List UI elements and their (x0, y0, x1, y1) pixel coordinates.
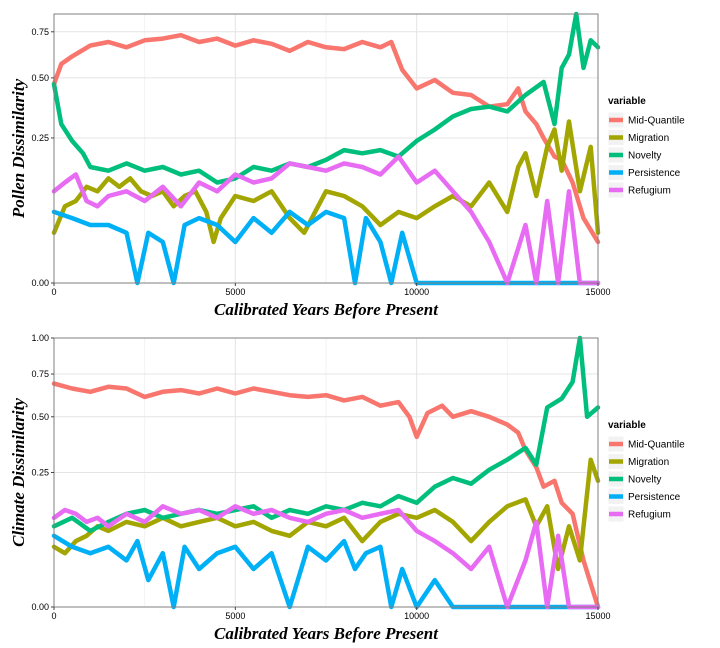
climate-legend-item-refugium: Refugium (607, 505, 671, 523)
pollen-legend-label-refugium: Refugium (628, 186, 671, 197)
pollen-x-tick-label: 10000 (404, 287, 429, 297)
climate-series-refugium (51, 504, 601, 610)
pollen-x-tick-label: 5000 (225, 287, 245, 297)
climate-series-mid-quantile (51, 381, 601, 610)
climate-legend-label-refugium: Refugium (628, 510, 671, 521)
climate-series-persistence (51, 533, 601, 610)
pollen-legend-item-migration: Migration (607, 129, 669, 146)
pollen-x-axis-label: Calibrated Years Before Present (214, 300, 439, 319)
climate-y-tick-label: 0.25 (31, 468, 49, 478)
pollen-y-axis-label: Pollen Dissimilarity (9, 78, 28, 219)
climate-x-tick-label: 5000 (225, 611, 245, 621)
climate-legend-item-persistence: Persistence (607, 488, 681, 505)
pollen-chart: 0 5000 10000 15000 0.00 0.25 0.50 0.75 Calibrate… (9, 11, 685, 319)
pollen-plot-frame (53, 13, 599, 284)
pollen-legend-item-persistence: Persistence (607, 164, 681, 181)
pollen-legend-item-novelty: Novelty (607, 146, 661, 164)
climate-legend-label-mid-quantile: Mid-Quantile (628, 440, 685, 451)
pollen-series-novelty (51, 11, 601, 185)
pollen-y-tick-label: 0.25 (31, 133, 49, 143)
climate-y-axis-label: Climate Dissimilarity (9, 398, 28, 547)
climate-x-tick-label: 0 (51, 611, 56, 621)
pollen-legend-label-novelty: Novelty (628, 151, 661, 162)
pollen-series-refugium (51, 154, 601, 286)
pollen-y-tick-label: 0.00 (31, 278, 49, 288)
climate-x-tick-label: 10000 (404, 611, 429, 621)
pollen-legend-item-refugium: Refugium (607, 181, 671, 199)
climate-chart-panel: 0 5000 10000 15000 0.00 0.25 0.50 0.75 1.00 Calib… (0, 324, 720, 648)
pollen-chart-panel: 0 5000 10000 15000 0.00 0.25 0.50 0.75 Calibrate… (9, 11, 685, 319)
climate-legend-label-persistence: Persistence (628, 492, 681, 503)
pollen-legend-label-persistence: Persistence (628, 168, 681, 179)
pollen-series-mid-quantile (51, 32, 601, 245)
climate-legend-label-novelty: Novelty (628, 475, 661, 486)
climate-y-tick-label: 0.75 (31, 369, 49, 379)
pollen-legend: variable Mid-Quantile Migration Novelty Pers… (607, 96, 685, 199)
pollen-y-tick-label: 0.75 (31, 27, 49, 37)
pollen-legend-label-migration: Migration (628, 133, 669, 144)
climate-legend-item-novelty: Novelty (607, 470, 661, 488)
climate-series-group (51, 335, 601, 610)
pollen-x-tick-label: 0 (51, 287, 56, 297)
climate-y-tick-label: 0.00 (31, 602, 49, 612)
climate-chart: 0 5000 10000 15000 0.00 0.25 0.50 0.75 1.00 Calib… (9, 333, 685, 643)
climate-x-axis-label: Calibrated Years Before Present (214, 624, 439, 643)
climate-y-tick-label: 0.50 (31, 412, 49, 422)
climate-legend-title: variable (608, 420, 646, 431)
climate-legend-item-migration: Migration (607, 453, 669, 470)
climate-y-tick-label: 1.00 (31, 333, 49, 343)
climate-legend-label-migration: Migration (628, 457, 669, 468)
pollen-y-tick-label: 0.50 (31, 73, 49, 83)
pollen-x-tick-label: 15000 (585, 287, 610, 297)
pollen-legend-label-mid-quantile: Mid-Quantile (628, 116, 685, 127)
pollen-legend-item-mid-quantile: Mid-Quantile (607, 111, 685, 129)
pollen-legend-title: variable (608, 96, 646, 107)
pollen-series-group (51, 11, 601, 286)
climate-legend-item-mid-quantile: Mid-Quantile (607, 435, 685, 453)
pollen-series-persistence (51, 209, 601, 286)
climate-x-tick-label: 15000 (585, 611, 610, 621)
climate-legend: variable Mid-Quantile Migration Novelty Pers… (607, 420, 685, 523)
